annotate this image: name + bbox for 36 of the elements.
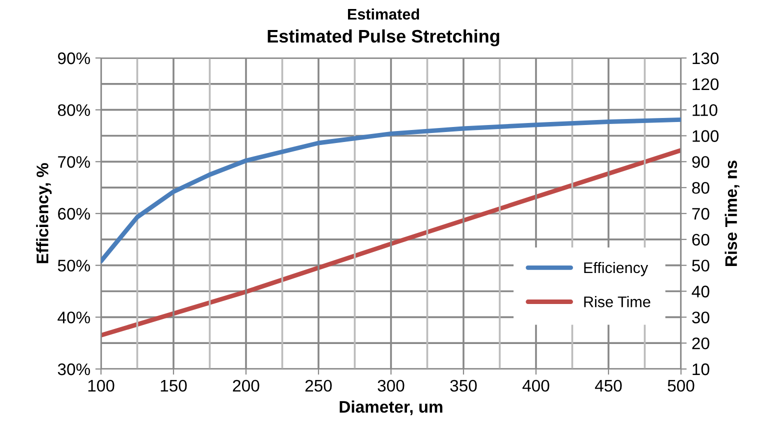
y2-tick-label: 110 (692, 104, 718, 116)
y2-axis-title: Rise Time, ns (724, 160, 740, 266)
y2-tick-label: 10 (692, 363, 710, 376)
y2-tick-label: 40 (692, 286, 710, 298)
y2-tick-label: 30 (692, 312, 710, 324)
y-tick-label: 90% (58, 52, 90, 64)
y2-tick-label: 100 (692, 130, 719, 142)
y-tick-label: 80% (58, 104, 90, 116)
legend-label: Efficiency (584, 262, 648, 276)
chart-title: Estimated Pulse Stretching (268, 29, 500, 46)
y-tick-label: 70% (58, 156, 90, 168)
y-tick-label: 30% (58, 363, 90, 376)
x-tick-label: 200 (232, 380, 260, 392)
x-tick-label: 100 (88, 380, 114, 392)
y-tick-label: 40% (58, 312, 90, 324)
x-tick-label: 250 (305, 380, 332, 392)
y-tick-label: 50% (58, 260, 90, 272)
y2-tick-label: 120 (692, 78, 719, 90)
y2-tick-label: 60 (692, 234, 710, 246)
x-axis-title: Diameter, um (340, 400, 442, 416)
y-axis-title: Efficiency, % (36, 163, 52, 264)
x-tick-label: 150 (160, 380, 187, 392)
y2-tick-label: 80 (692, 182, 710, 194)
x-tick-label: 450 (594, 380, 622, 392)
y2-tick-label: 70 (692, 208, 710, 220)
y-tick-label: 60% (58, 208, 90, 220)
legend-label: Rise Time (584, 296, 650, 308)
x-tick-label: 500 (668, 380, 694, 392)
y2-tick-label: 20 (692, 337, 710, 350)
x-tick-label: 350 (450, 380, 477, 392)
text: Estimated (348, 8, 420, 20)
y2-tick-label: 90 (692, 156, 710, 168)
x-tick-label: 400 (522, 380, 550, 392)
x-tick-label: 300 (378, 380, 404, 392)
y2-tick-label: 50 (692, 260, 710, 272)
y2-tick-label: 130 (692, 52, 719, 64)
